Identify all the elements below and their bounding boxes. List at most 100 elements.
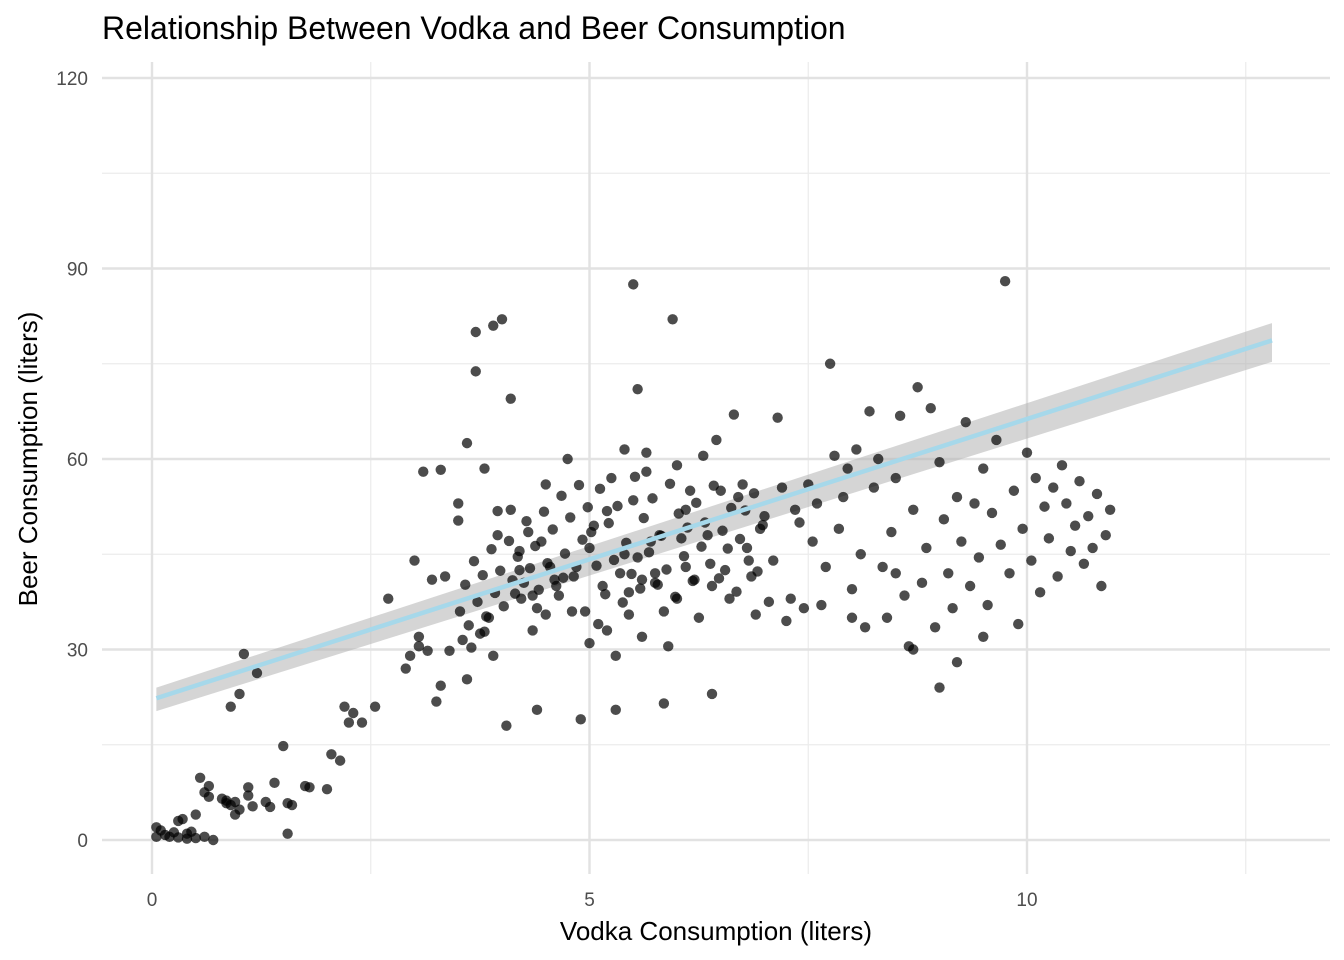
data-point bbox=[234, 804, 245, 815]
data-point bbox=[477, 570, 488, 581]
data-point bbox=[608, 554, 620, 566]
data-point bbox=[492, 530, 503, 541]
data-point bbox=[763, 596, 775, 608]
data-point bbox=[947, 603, 958, 614]
data-point bbox=[759, 510, 770, 522]
data-point bbox=[612, 500, 623, 512]
data-point bbox=[282, 828, 293, 839]
data-point bbox=[789, 504, 801, 515]
data-point bbox=[444, 645, 455, 656]
data-point bbox=[1030, 472, 1041, 484]
data-point bbox=[435, 464, 446, 475]
data-point bbox=[496, 314, 508, 325]
data-point bbox=[899, 590, 910, 601]
data-point bbox=[243, 782, 254, 793]
data-point bbox=[538, 506, 550, 517]
data-point bbox=[733, 491, 744, 503]
data-point bbox=[706, 688, 718, 700]
data-point bbox=[225, 701, 236, 712]
data-point bbox=[925, 403, 936, 414]
data-point bbox=[1026, 555, 1037, 566]
data-point bbox=[597, 580, 608, 592]
data-point bbox=[652, 579, 663, 590]
data-points bbox=[151, 276, 1116, 846]
data-point bbox=[584, 637, 595, 649]
data-point bbox=[1074, 476, 1085, 487]
data-point bbox=[234, 688, 245, 700]
data-point bbox=[334, 755, 346, 766]
data-point bbox=[846, 612, 858, 623]
data-point bbox=[816, 599, 827, 611]
data-point bbox=[877, 561, 888, 573]
data-point bbox=[1083, 510, 1094, 522]
data-point bbox=[943, 568, 954, 579]
data-point bbox=[1021, 447, 1033, 458]
data-point bbox=[454, 606, 466, 617]
data-point bbox=[468, 556, 480, 567]
trend-line bbox=[155, 338, 1273, 701]
data-point bbox=[404, 650, 416, 662]
data-point bbox=[521, 516, 532, 527]
data-point bbox=[558, 572, 569, 583]
data-point bbox=[663, 641, 674, 652]
data-point bbox=[566, 606, 578, 617]
data-point bbox=[173, 832, 184, 843]
data-point bbox=[472, 596, 483, 608]
data-point bbox=[523, 526, 534, 538]
data-point bbox=[676, 533, 687, 544]
data-point bbox=[1008, 485, 1020, 496]
data-point bbox=[278, 740, 289, 752]
data-point bbox=[565, 512, 576, 523]
data-point bbox=[649, 568, 661, 579]
data-point bbox=[203, 791, 215, 803]
data-point bbox=[855, 549, 866, 560]
data-point bbox=[418, 466, 429, 477]
data-point bbox=[702, 530, 713, 541]
data-point bbox=[705, 558, 716, 569]
data-point bbox=[991, 434, 1002, 446]
data-point bbox=[743, 555, 754, 566]
data-point bbox=[514, 564, 525, 576]
data-point bbox=[610, 704, 621, 716]
data-point bbox=[553, 590, 565, 601]
data-point bbox=[619, 549, 630, 560]
data-point bbox=[658, 698, 670, 709]
data-point bbox=[369, 701, 381, 712]
data-point bbox=[629, 471, 641, 482]
data-point bbox=[1034, 587, 1046, 598]
data-point bbox=[717, 525, 728, 536]
data-point bbox=[641, 447, 652, 458]
data-point bbox=[829, 450, 840, 462]
data-point bbox=[708, 480, 719, 491]
data-point bbox=[326, 749, 337, 760]
data-point bbox=[356, 717, 368, 728]
data-point bbox=[938, 514, 950, 525]
y-tick-label: 0 bbox=[77, 831, 88, 852]
data-point bbox=[673, 508, 684, 519]
data-point bbox=[864, 406, 875, 417]
data-point bbox=[886, 526, 897, 538]
data-point bbox=[383, 593, 394, 604]
data-point bbox=[881, 612, 893, 623]
data-point bbox=[579, 606, 591, 617]
data-point bbox=[636, 574, 648, 585]
data-point bbox=[873, 453, 884, 465]
data-point bbox=[696, 541, 707, 552]
data-point bbox=[698, 450, 709, 462]
data-point bbox=[713, 573, 725, 584]
y-axis-title: Beer Consumption (liters) bbox=[13, 312, 43, 607]
data-point bbox=[603, 517, 614, 529]
data-point bbox=[269, 777, 280, 789]
data-point bbox=[488, 650, 499, 662]
data-point bbox=[986, 507, 998, 519]
data-point bbox=[859, 622, 871, 633]
data-point bbox=[632, 383, 643, 395]
data-point bbox=[551, 580, 562, 592]
data-point bbox=[724, 593, 735, 604]
data-point bbox=[505, 393, 516, 404]
data-point bbox=[711, 434, 722, 446]
data-point bbox=[466, 642, 477, 653]
data-point bbox=[542, 557, 553, 569]
data-point bbox=[635, 583, 646, 594]
